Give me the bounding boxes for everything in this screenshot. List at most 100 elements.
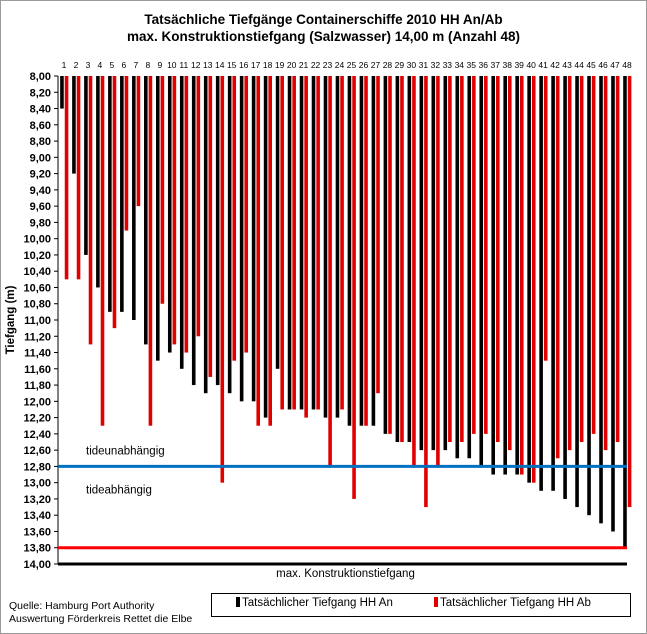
bar-departure-19 xyxy=(280,76,284,410)
bar-arrival-8 xyxy=(144,76,148,345)
bar-arrival-43 xyxy=(563,76,567,499)
bar-departure-13 xyxy=(208,76,213,377)
bar-departure-1 xyxy=(64,76,69,280)
source-line-1: Quelle: Hamburg Port Authority xyxy=(9,600,155,612)
category-label: 29 xyxy=(395,60,405,70)
bar-arrival-12 xyxy=(191,76,196,386)
bar-arrival-7 xyxy=(132,76,136,320)
y-tick-label: 9,00 xyxy=(30,152,51,164)
bar-arrival-34 xyxy=(455,76,460,459)
category-label: 21 xyxy=(299,60,309,70)
category-label: 8 xyxy=(145,60,150,70)
bar-arrival-48 xyxy=(623,76,627,548)
bar-arrival-41 xyxy=(539,76,543,491)
category-label: 41 xyxy=(538,60,548,70)
bar-departure-37 xyxy=(496,76,500,442)
bar-departure-20 xyxy=(292,76,296,410)
bar-departure-47 xyxy=(615,76,620,442)
bar-arrival-26 xyxy=(359,76,364,426)
label-tideunabhaengig: tideunabhängig xyxy=(86,445,165,457)
bar-arrival-39 xyxy=(515,76,519,475)
y-tick-label: 9,40 xyxy=(30,185,51,197)
category-label: 37 xyxy=(491,60,501,70)
bar-arrival-44 xyxy=(575,76,579,508)
bar-arrival-3 xyxy=(84,76,88,255)
y-tick-label: 12,20 xyxy=(23,413,51,425)
bar-departure-38 xyxy=(507,76,512,451)
chart-title-line-1: Tatsächliche Tiefgänge Containerschiffe … xyxy=(144,12,503,27)
y-tick-label: 10,80 xyxy=(23,299,51,311)
category-label: 46 xyxy=(598,60,608,70)
bar-arrival-4 xyxy=(96,76,100,288)
bar-departure-18 xyxy=(268,76,273,426)
bar-arrival-27 xyxy=(371,76,376,426)
bar-departure-40 xyxy=(531,76,536,483)
category-label: 6 xyxy=(122,60,127,70)
bar-departure-22 xyxy=(316,76,320,410)
category-label: 44 xyxy=(574,60,584,70)
bar-arrival-31 xyxy=(419,76,424,451)
y-tick-label: 11,60 xyxy=(24,364,51,376)
y-tick-label: 12,80 xyxy=(23,461,51,473)
bar-departure-25 xyxy=(352,76,356,499)
y-tick-label: 8,80 xyxy=(30,136,51,148)
bar-departure-12 xyxy=(196,76,201,337)
bar-arrival-13 xyxy=(203,76,208,394)
y-tick-label: 13,40 xyxy=(23,510,51,522)
bar-departure-6 xyxy=(124,76,129,231)
category-label: 28 xyxy=(383,60,393,70)
bar-departure-14 xyxy=(220,76,225,483)
bar-departure-31 xyxy=(424,76,428,508)
bar-arrival-37 xyxy=(491,76,496,475)
bar-departure-28 xyxy=(388,76,392,434)
y-tick-label: 11,00 xyxy=(24,315,51,327)
bar-departure-34 xyxy=(460,76,464,442)
bar-arrival-46 xyxy=(599,76,603,524)
category-label: 45 xyxy=(586,60,596,70)
bar-arrival-32 xyxy=(431,76,436,451)
category-label: 47 xyxy=(610,60,620,70)
y-tick-label: 8,60 xyxy=(30,120,51,132)
category-label: 38 xyxy=(502,60,512,70)
y-tick-label: 14,00 xyxy=(23,559,51,571)
bar-departure-32 xyxy=(436,76,440,467)
bar-arrival-45 xyxy=(587,76,591,516)
category-label: 40 xyxy=(526,60,536,70)
bar-departure-5 xyxy=(112,76,117,329)
category-label: 3 xyxy=(86,60,91,70)
bar-departure-33 xyxy=(448,76,452,442)
category-label: 14 xyxy=(215,60,225,70)
category-label: 48 xyxy=(622,60,632,70)
bar-departure-41 xyxy=(543,76,548,361)
bar-departure-16 xyxy=(244,76,249,353)
y-tick-label: 8,20 xyxy=(30,87,51,99)
category-label: 13 xyxy=(203,60,213,70)
bar-departure-29 xyxy=(400,76,404,442)
bar-arrival-42 xyxy=(551,76,555,491)
category-label: 24 xyxy=(335,60,345,70)
y-tick-label: 11,40 xyxy=(24,348,51,360)
bar-arrival-2 xyxy=(72,76,76,174)
category-label: 2 xyxy=(74,60,79,70)
bar-departure-42 xyxy=(555,76,560,459)
legend-swatch-arrival xyxy=(236,597,240,607)
bar-arrival-5 xyxy=(108,76,112,312)
bar-arrival-18 xyxy=(263,76,268,418)
bar-departure-11 xyxy=(184,76,189,353)
bar-arrival-17 xyxy=(251,76,256,402)
category-label: 32 xyxy=(431,60,441,70)
bar-arrival-14 xyxy=(215,76,220,386)
category-label: 17 xyxy=(251,60,261,70)
y-tick-label: 10,60 xyxy=(23,282,51,294)
chart-title-line-2: max. Konstruktionstiefgang (Salzwasser) … xyxy=(126,29,521,44)
category-label: 18 xyxy=(263,60,273,70)
bar-arrival-11 xyxy=(179,76,184,369)
category-label: 33 xyxy=(443,60,453,70)
category-label: 36 xyxy=(479,60,489,70)
bar-arrival-15 xyxy=(227,76,232,394)
bar-departure-46 xyxy=(603,76,608,451)
category-label: 7 xyxy=(133,60,138,70)
y-tick-label: 12,40 xyxy=(23,429,51,441)
category-label: 26 xyxy=(359,60,369,70)
label-tideabhaengig: tideabhängig xyxy=(86,484,152,496)
